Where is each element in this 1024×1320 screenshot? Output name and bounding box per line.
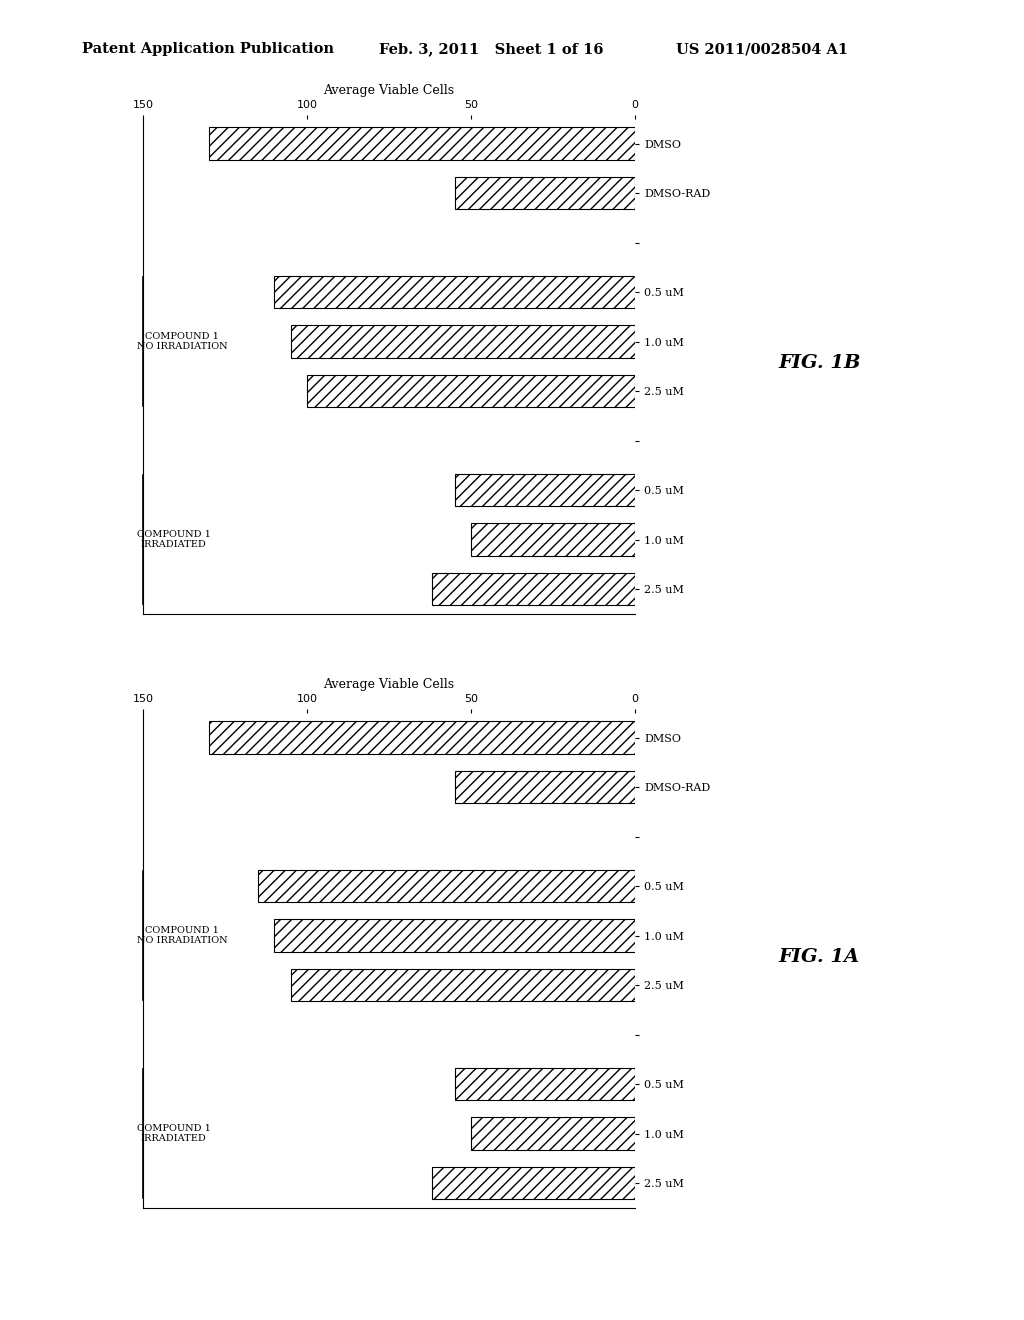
Bar <box>455 177 635 209</box>
X-axis label: Average Viable Cells: Average Viable Cells <box>324 678 455 692</box>
Bar <box>432 573 635 605</box>
Bar <box>471 524 635 556</box>
Text: COMPOUND 1
IRRADIATED: COMPOUND 1 IRRADIATED <box>137 529 211 549</box>
Bar <box>274 276 635 308</box>
Bar <box>455 771 635 803</box>
X-axis label: Average Viable Cells: Average Viable Cells <box>324 84 455 98</box>
Bar <box>274 920 635 952</box>
Text: FIG. 1B: FIG. 1B <box>778 354 861 372</box>
Bar <box>291 326 635 358</box>
Bar <box>432 1167 635 1199</box>
Text: FIG. 1A: FIG. 1A <box>778 948 859 966</box>
Text: US 2011/0028504 A1: US 2011/0028504 A1 <box>676 42 848 57</box>
Text: COMPOUND 1
NO IRRADIATION: COMPOUND 1 NO IRRADIATION <box>137 331 227 351</box>
Text: Feb. 3, 2011   Sheet 1 of 16: Feb. 3, 2011 Sheet 1 of 16 <box>379 42 603 57</box>
Text: COMPOUND 1
IRRADIATED: COMPOUND 1 IRRADIATED <box>137 1123 211 1143</box>
Bar <box>307 375 635 407</box>
Bar <box>258 870 635 902</box>
Bar <box>455 1068 635 1100</box>
Bar <box>471 1118 635 1150</box>
Text: Patent Application Publication: Patent Application Publication <box>82 42 334 57</box>
Text: COMPOUND 1
NO IRRADIATION: COMPOUND 1 NO IRRADIATION <box>137 925 227 945</box>
Bar <box>291 969 635 1001</box>
Bar <box>209 128 635 160</box>
Bar <box>209 722 635 754</box>
Bar <box>455 474 635 506</box>
